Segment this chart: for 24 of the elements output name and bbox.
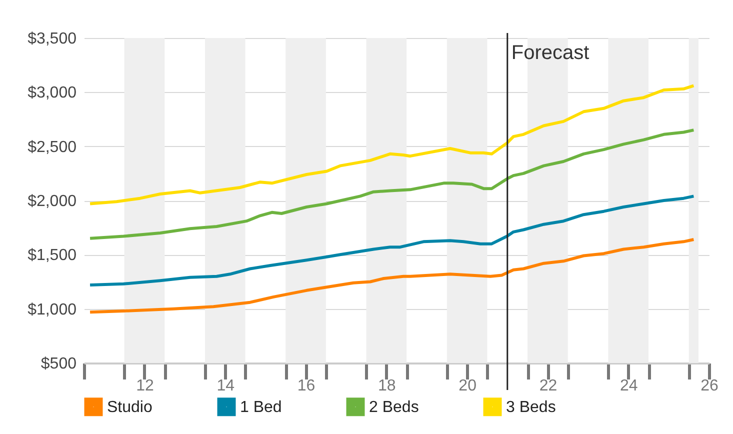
y-tick-label: $1,500 <box>28 247 77 264</box>
x-tick-label: 26 <box>700 378 718 394</box>
legend-label: 3 Beds <box>506 398 556 416</box>
y-tick-label: $2,000 <box>28 193 77 210</box>
legend-label: Studio <box>107 398 152 416</box>
x-tick-label: 16 <box>297 378 316 394</box>
y-tick-label: $3,000 <box>28 84 77 102</box>
legend-label: 2 Beds <box>369 398 419 416</box>
ref-line-label: Forecast <box>511 42 590 64</box>
line-series <box>88 194 696 286</box>
y-tick-label: $500 <box>40 356 77 372</box>
x-tick-label: 20 <box>458 378 477 394</box>
y-tick-label: $1,000 <box>28 301 77 318</box>
legend-label: 1 Bed <box>240 398 282 416</box>
line-series <box>88 84 696 206</box>
x-tick-label: 14 <box>216 378 235 394</box>
x-tick-label: 24 <box>620 378 638 394</box>
y-tick-label: $2,500 <box>28 138 77 156</box>
line-series <box>88 128 696 240</box>
line-series <box>88 238 696 314</box>
y-tick-label: $3,500 <box>28 30 77 48</box>
x-tick-label: 22 <box>539 378 558 394</box>
x-tick-label: 18 <box>378 378 396 394</box>
x-tick-label: 12 <box>136 378 154 394</box>
